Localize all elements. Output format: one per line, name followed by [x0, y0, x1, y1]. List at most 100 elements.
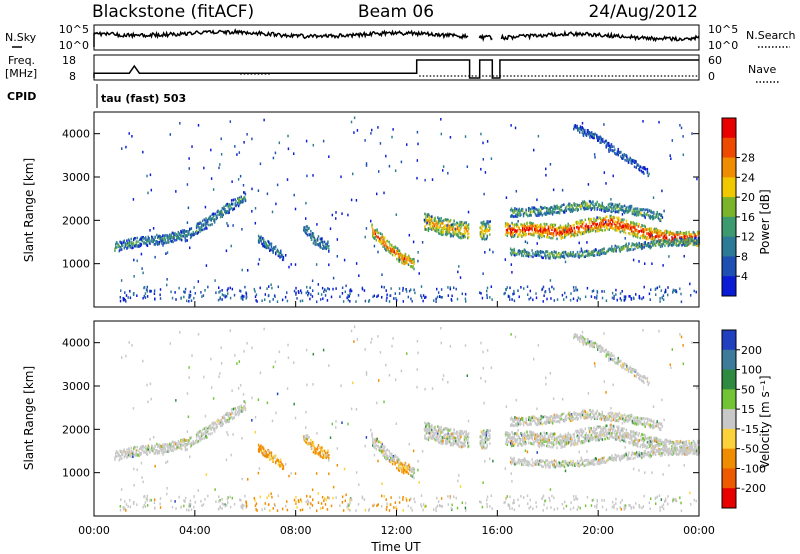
power-cell [379, 240, 381, 243]
colorbar-segment [722, 256, 736, 277]
velocity-cell [217, 418, 219, 422]
velocity-cell [504, 442, 507, 446]
velocity-cell [240, 409, 242, 412]
power-cell [599, 141, 601, 144]
power-cell [133, 258, 135, 262]
power-cell [268, 285, 270, 288]
power-cell [573, 231, 575, 234]
power-cell [650, 245, 652, 249]
velocity-cell [401, 470, 403, 474]
velocity-cell [232, 416, 235, 420]
velocity-cell [321, 446, 323, 449]
power-cell [673, 236, 676, 239]
power-cell [392, 249, 395, 253]
power-cell [599, 253, 601, 257]
velocity-cell [466, 433, 468, 437]
velocity-cell [426, 424, 429, 427]
power-cell [185, 230, 188, 233]
power-cell [487, 222, 489, 226]
velocity-cell [156, 449, 158, 452]
power-cell [635, 242, 638, 245]
power-cell [195, 224, 198, 228]
power-cell [671, 139, 674, 142]
power-cell [326, 299, 329, 302]
power-cell [614, 228, 617, 232]
power-cell [563, 298, 565, 301]
velocity-cell [306, 442, 309, 446]
power-cell [482, 141, 484, 145]
power-cell [441, 222, 443, 225]
power-cell [287, 147, 290, 151]
velocity-cell [117, 454, 120, 458]
power-cell [217, 213, 219, 217]
power-cell [561, 251, 563, 255]
velocity-cell [379, 441, 382, 444]
power-cell [665, 236, 667, 239]
power-cell [482, 222, 484, 225]
power-cell [663, 234, 665, 238]
power-cell [680, 239, 682, 243]
power-cell [679, 287, 681, 291]
velocity-cell [158, 451, 161, 455]
velocity-cell [196, 441, 199, 444]
power-cell [244, 285, 246, 289]
nsky-strip: N.Sky 10^5 10^0 10^5 10^0 N.Search [5, 23, 796, 52]
velocity-cell [439, 439, 442, 443]
power-cell [661, 231, 664, 235]
power-cell [641, 208, 643, 211]
velocity-cell [169, 444, 171, 447]
power-cell [605, 220, 607, 224]
power-cell [391, 249, 393, 253]
power-cell [504, 258, 507, 261]
power-cell [395, 213, 398, 216]
velocity-cell [132, 450, 134, 453]
power-cell [457, 270, 459, 274]
velocity-cell [322, 449, 324, 453]
velocity-cell [227, 413, 230, 417]
power-cell [425, 213, 427, 217]
power-cell [455, 223, 458, 227]
power-cell [583, 255, 586, 259]
power-cell [520, 250, 522, 253]
power-cell [446, 228, 448, 232]
power-cell [638, 211, 640, 214]
power-cell [240, 200, 242, 203]
power-cell [677, 244, 680, 247]
power-cell [133, 244, 136, 248]
power-cell [140, 236, 143, 240]
power-cell [542, 250, 544, 254]
power-cell [595, 203, 598, 207]
power-cell [513, 225, 515, 228]
power-cell [286, 291, 288, 294]
velocity-cell [460, 442, 462, 445]
power-cell [350, 120, 353, 124]
power-cell [570, 231, 572, 234]
power-cell [311, 232, 314, 235]
power-cell [548, 257, 550, 260]
power-cell [640, 169, 643, 173]
power-cell [636, 245, 639, 248]
power-cell [598, 253, 600, 257]
power-cell [532, 252, 534, 255]
power-cell [146, 290, 149, 293]
power-cell [545, 250, 547, 253]
power-cell [580, 254, 582, 258]
power-cell [571, 229, 574, 233]
velocity-cell [467, 441, 470, 445]
power-cell [414, 291, 416, 295]
power-cell [188, 299, 190, 303]
power-cell [208, 217, 211, 221]
velocity-cell [323, 455, 326, 459]
power-cell [115, 243, 117, 246]
power-cell [145, 243, 148, 247]
power-cell [205, 226, 207, 229]
power-cell [675, 237, 677, 241]
power-cell [418, 272, 420, 275]
velocity-cell [142, 446, 144, 449]
power-cell [610, 247, 612, 251]
power-cell [511, 252, 514, 255]
power-cell [508, 227, 510, 230]
velocity-cell [304, 435, 306, 438]
power-cell [529, 232, 532, 236]
power-cell [373, 234, 375, 238]
